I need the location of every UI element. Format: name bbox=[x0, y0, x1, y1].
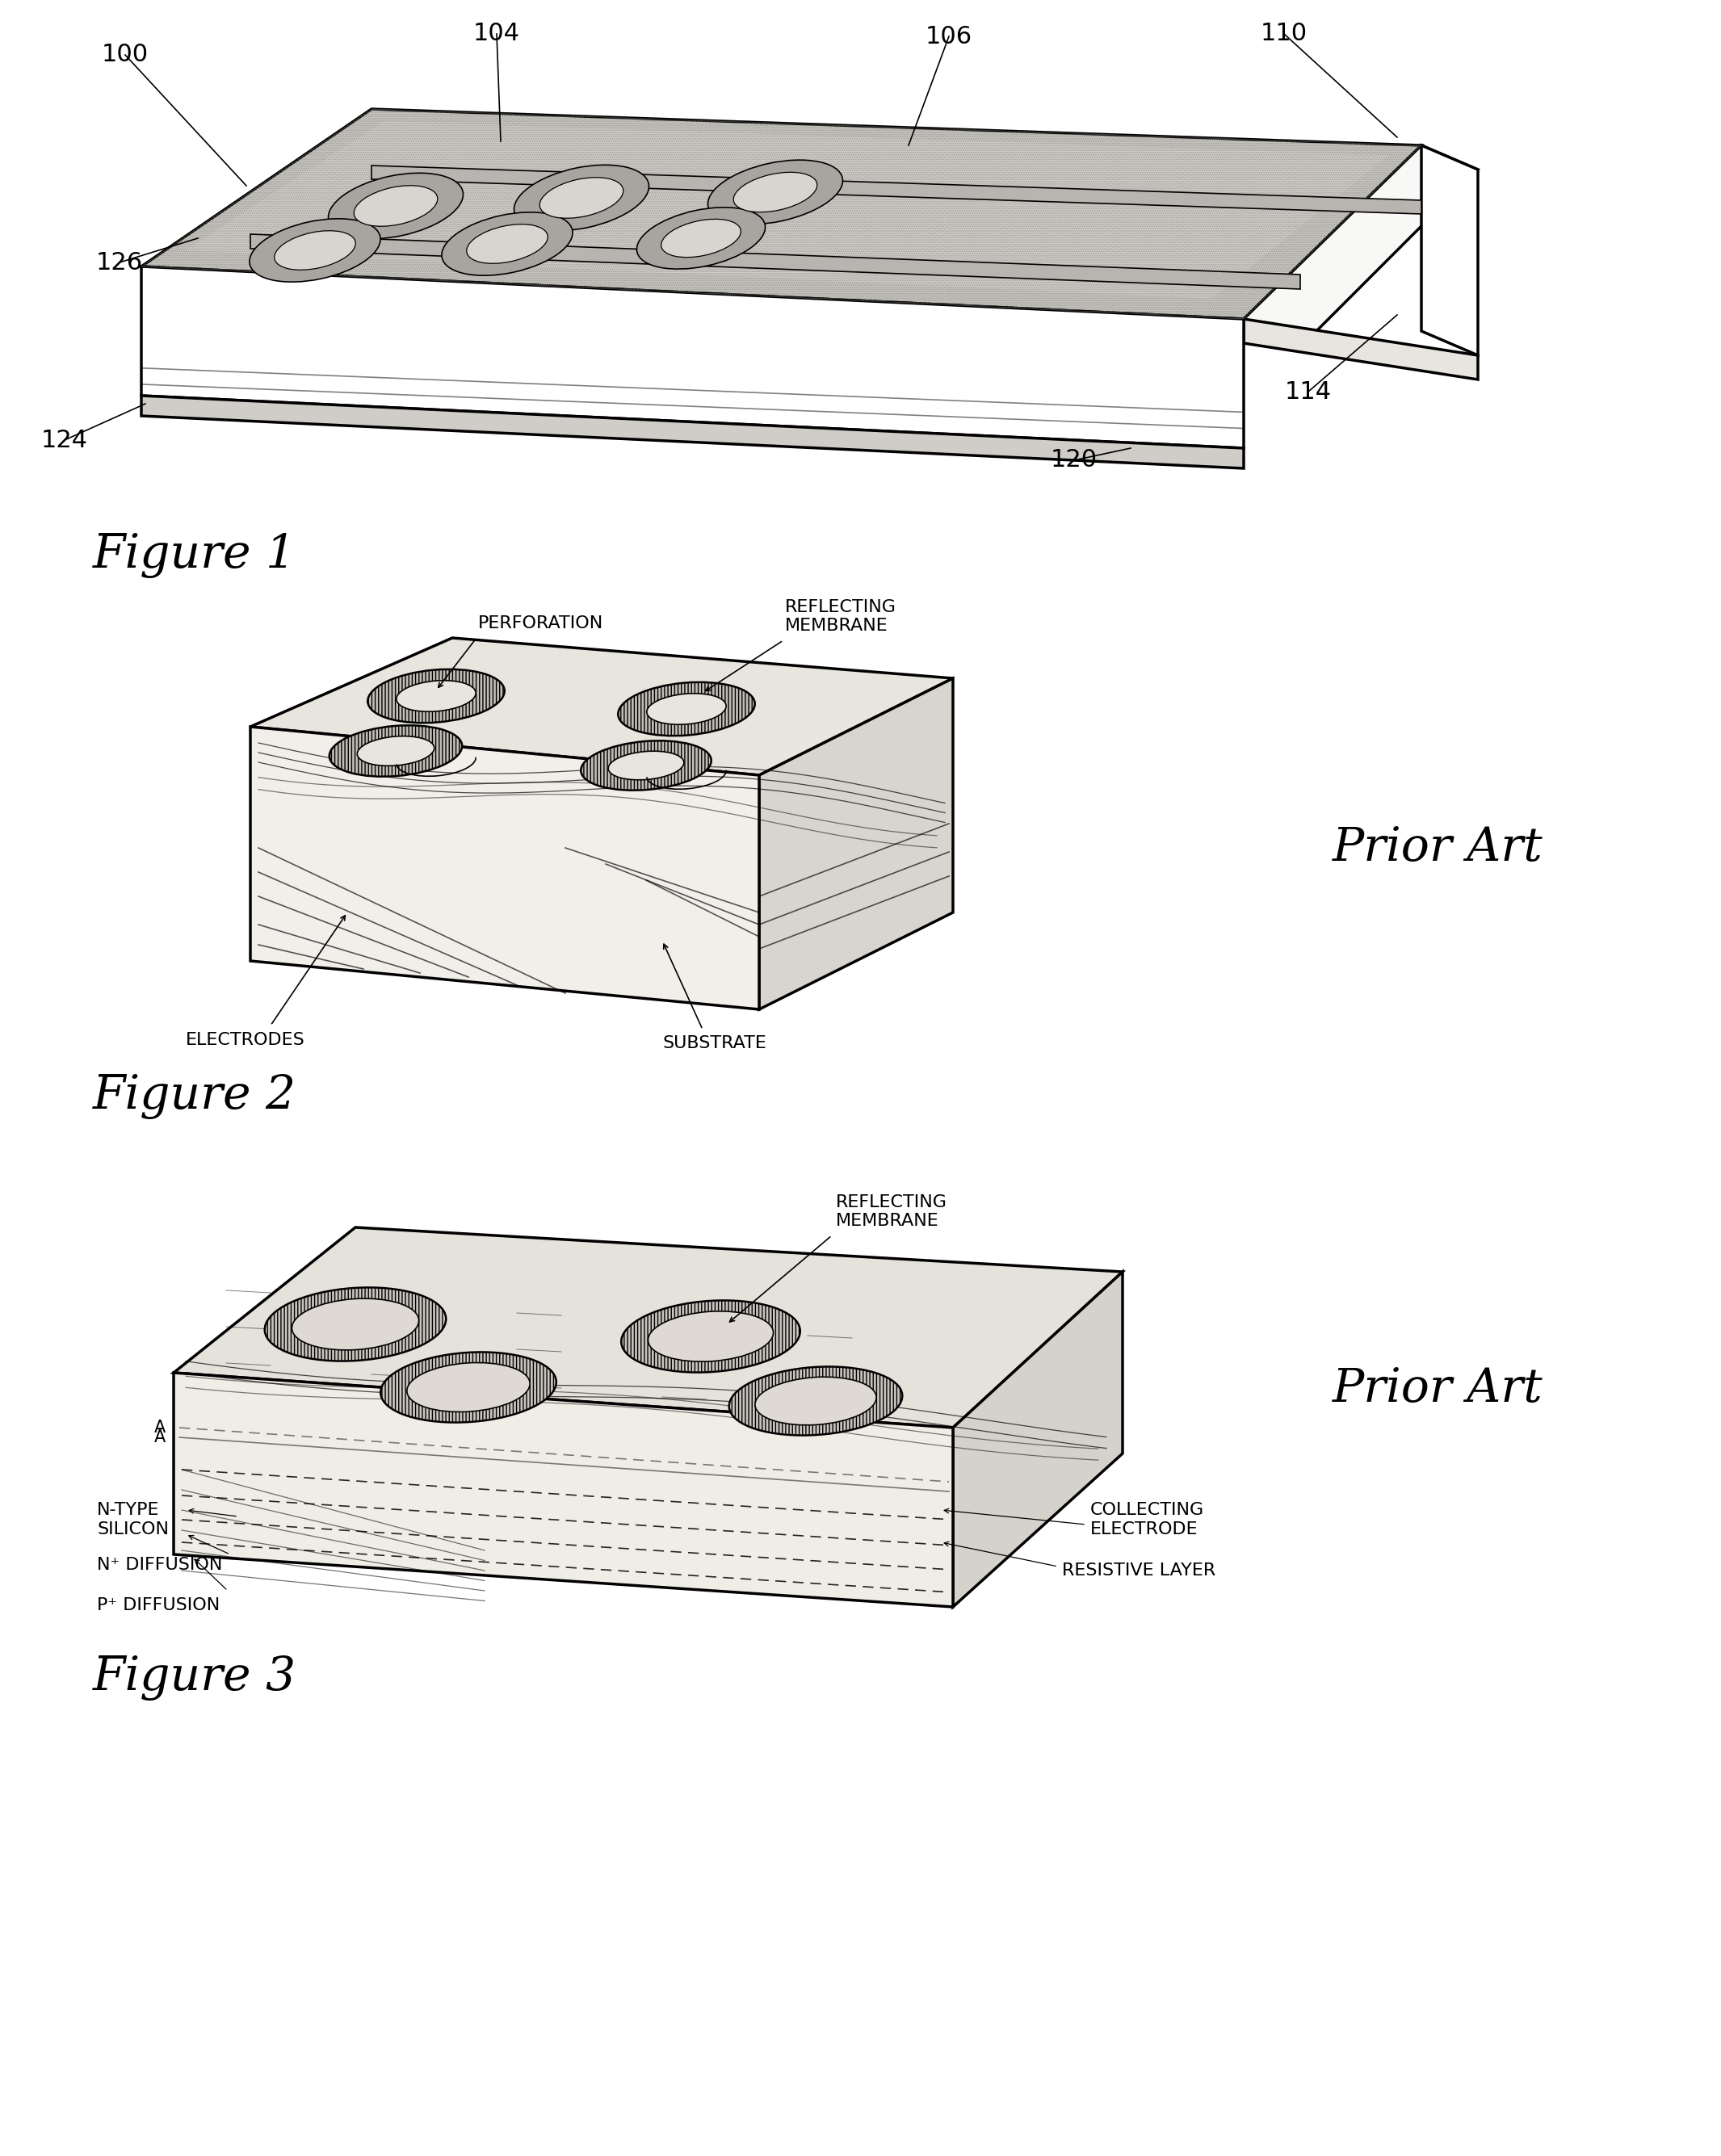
Ellipse shape bbox=[582, 742, 711, 791]
Ellipse shape bbox=[293, 1298, 418, 1350]
Text: 106: 106 bbox=[926, 24, 972, 47]
Ellipse shape bbox=[442, 211, 573, 276]
Ellipse shape bbox=[649, 1311, 773, 1363]
Text: ELECTRODES: ELECTRODES bbox=[186, 1033, 305, 1048]
Text: REFLECTING
MEMBRANE: REFLECTING MEMBRANE bbox=[785, 599, 897, 634]
Text: 126: 126 bbox=[96, 250, 143, 274]
Text: 120: 120 bbox=[1050, 448, 1098, 472]
Text: P⁺ DIFFUSION: P⁺ DIFFUSION bbox=[96, 1598, 220, 1613]
Text: 114: 114 bbox=[1286, 379, 1332, 403]
Text: Figure 1: Figure 1 bbox=[93, 533, 296, 578]
Ellipse shape bbox=[621, 1300, 800, 1373]
Ellipse shape bbox=[647, 694, 726, 724]
Ellipse shape bbox=[368, 668, 504, 722]
Ellipse shape bbox=[250, 218, 380, 282]
Ellipse shape bbox=[406, 1363, 530, 1412]
Polygon shape bbox=[250, 727, 759, 1009]
Polygon shape bbox=[250, 235, 1301, 289]
Ellipse shape bbox=[661, 220, 740, 257]
Ellipse shape bbox=[637, 207, 766, 270]
Ellipse shape bbox=[515, 166, 649, 231]
Polygon shape bbox=[141, 397, 1244, 468]
Ellipse shape bbox=[707, 160, 843, 224]
Polygon shape bbox=[186, 121, 1389, 300]
Ellipse shape bbox=[358, 735, 434, 765]
Ellipse shape bbox=[355, 185, 437, 226]
Text: Prior Art: Prior Art bbox=[1332, 1367, 1544, 1412]
Polygon shape bbox=[1244, 144, 1478, 347]
Ellipse shape bbox=[608, 750, 683, 780]
Text: REFLECTING
MEMBRANE: REFLECTING MEMBRANE bbox=[836, 1194, 947, 1229]
Text: PERFORATION: PERFORATION bbox=[478, 614, 604, 632]
Ellipse shape bbox=[618, 681, 756, 735]
Text: COLLECTING
ELECTRODE: COLLECTING ELECTRODE bbox=[1091, 1503, 1205, 1537]
Polygon shape bbox=[250, 638, 953, 776]
Polygon shape bbox=[953, 1272, 1122, 1606]
Text: 100: 100 bbox=[102, 43, 148, 67]
Ellipse shape bbox=[265, 1287, 446, 1360]
Text: Prior Art: Prior Art bbox=[1332, 826, 1544, 871]
Ellipse shape bbox=[274, 231, 356, 270]
Text: 110: 110 bbox=[1260, 22, 1308, 45]
Polygon shape bbox=[1244, 319, 1478, 379]
Text: N-TYPE
SILICON: N-TYPE SILICON bbox=[96, 1503, 169, 1537]
Polygon shape bbox=[759, 679, 953, 1009]
Ellipse shape bbox=[733, 172, 817, 211]
Text: A: A bbox=[155, 1419, 165, 1436]
Text: Figure 2: Figure 2 bbox=[93, 1074, 296, 1119]
Polygon shape bbox=[141, 110, 1422, 319]
Ellipse shape bbox=[730, 1367, 902, 1436]
Ellipse shape bbox=[756, 1378, 876, 1425]
Text: A: A bbox=[155, 1429, 165, 1445]
Text: 124: 124 bbox=[41, 429, 88, 453]
Ellipse shape bbox=[396, 681, 475, 711]
Polygon shape bbox=[372, 166, 1422, 213]
Text: Figure 3: Figure 3 bbox=[93, 1656, 296, 1701]
Text: N⁺ DIFFUSION: N⁺ DIFFUSION bbox=[96, 1557, 222, 1574]
Polygon shape bbox=[174, 1373, 953, 1606]
Ellipse shape bbox=[380, 1352, 556, 1423]
Ellipse shape bbox=[466, 224, 547, 263]
Text: RESISTIVE LAYER: RESISTIVE LAYER bbox=[1062, 1563, 1215, 1578]
Ellipse shape bbox=[329, 172, 463, 239]
Ellipse shape bbox=[329, 724, 463, 776]
Polygon shape bbox=[141, 267, 1244, 448]
Text: SUBSTRATE: SUBSTRATE bbox=[663, 1035, 766, 1052]
Ellipse shape bbox=[540, 177, 623, 218]
Text: 104: 104 bbox=[473, 22, 520, 45]
Polygon shape bbox=[1422, 144, 1478, 356]
Polygon shape bbox=[174, 1227, 1122, 1427]
